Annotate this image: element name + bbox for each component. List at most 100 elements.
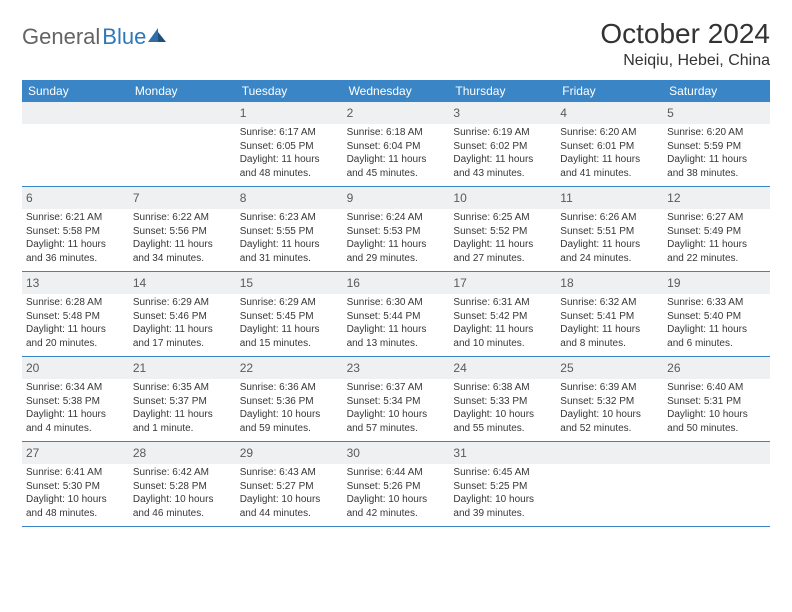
- sunset-text: Sunset: 5:46 PM: [133, 310, 232, 324]
- daylight-text: Daylight: 10 hours and 42 minutes.: [347, 493, 446, 520]
- day-cell: 24Sunrise: 6:38 AMSunset: 5:33 PMDayligh…: [449, 357, 556, 441]
- sunrise-text: Sunrise: 6:23 AM: [240, 211, 339, 225]
- day-cell: 18Sunrise: 6:32 AMSunset: 5:41 PMDayligh…: [556, 272, 663, 356]
- sunset-text: Sunset: 5:49 PM: [667, 225, 766, 239]
- daylight-text: Daylight: 11 hours and 31 minutes.: [240, 238, 339, 265]
- sunrise-text: Sunrise: 6:30 AM: [347, 296, 446, 310]
- day-cell: 27 Sunrise: 6:41 AMSunset: 5:30 PMDayligh…: [22, 442, 129, 526]
- day-cell: 14Sunrise: 6:29 AMSunset: 5:46 PMDayligh…: [129, 272, 236, 356]
- daylight-text: Daylight: 10 hours and 59 minutes.: [240, 408, 339, 435]
- sunrise-text: Sunrise: 6:45 AM: [453, 466, 552, 480]
- daynum-row: .: [22, 102, 129, 124]
- daynum-row: 15: [236, 272, 343, 294]
- daynum-row: 26: [663, 357, 770, 379]
- daylight-text: Daylight: 11 hours and 45 minutes.: [347, 153, 446, 180]
- day-number: 17: [453, 276, 466, 290]
- sunset-text: Sunset: 5:28 PM: [133, 480, 232, 494]
- daynum-row: 21: [129, 357, 236, 379]
- sunrise-text: Sunrise: 6:25 AM: [453, 211, 552, 225]
- daynum-row: 24: [449, 357, 556, 379]
- day-cell: 29Sunrise: 6:43 AMSunset: 5:27 PMDayligh…: [236, 442, 343, 526]
- sunset-text: Sunset: 5:33 PM: [453, 395, 552, 409]
- sunset-text: Sunset: 6:01 PM: [560, 140, 659, 154]
- weekday-header: Sunday Monday Tuesday Wednesday Thursday…: [22, 80, 770, 102]
- sunrise-text: Sunrise: 6:29 AM: [240, 296, 339, 310]
- daynum-row: 10: [449, 187, 556, 209]
- sunrise-text: Sunrise: 6:38 AM: [453, 381, 552, 395]
- day-number: 20: [26, 361, 39, 375]
- day-number: 1: [240, 106, 247, 120]
- day-cell: 2Sunrise: 6:18 AMSunset: 6:04 PMDaylight…: [343, 102, 450, 186]
- daynum-row: 16: [343, 272, 450, 294]
- daynum-row: 12: [663, 187, 770, 209]
- daynum-row: 9: [343, 187, 450, 209]
- daylight-text: Daylight: 11 hours and 1 minute.: [133, 408, 232, 435]
- day-number: 12: [667, 191, 680, 205]
- day-cell: 30Sunrise: 6:44 AMSunset: 5:26 PMDayligh…: [343, 442, 450, 526]
- day-number: 11: [560, 191, 572, 205]
- day-number: 23: [347, 361, 360, 375]
- daylight-text: Daylight: 11 hours and 34 minutes.: [133, 238, 232, 265]
- day-number: 19: [667, 276, 680, 290]
- day-cell: 26Sunrise: 6:40 AMSunset: 5:31 PMDayligh…: [663, 357, 770, 441]
- sunset-text: Sunset: 5:48 PM: [26, 310, 125, 324]
- day-cell: 10Sunrise: 6:25 AMSunset: 5:52 PMDayligh…: [449, 187, 556, 271]
- weekday-mon: Monday: [129, 80, 236, 102]
- sunset-text: Sunset: 5:37 PM: [133, 395, 232, 409]
- sunset-text: Sunset: 6:05 PM: [240, 140, 339, 154]
- daylight-text: Daylight: 11 hours and 24 minutes.: [560, 238, 659, 265]
- sunrise-text: Sunrise: 6:42 AM: [133, 466, 232, 480]
- sunset-text: Sunset: 5:41 PM: [560, 310, 659, 324]
- daynum-row: 1: [236, 102, 343, 124]
- daylight-text: Daylight: 11 hours and 15 minutes.: [240, 323, 339, 350]
- daynum-row: .: [663, 442, 770, 464]
- day-cell: 23Sunrise: 6:37 AMSunset: 5:34 PMDayligh…: [343, 357, 450, 441]
- day-cell: 5Sunrise: 6:20 AMSunset: 5:59 PMDaylight…: [663, 102, 770, 186]
- weeks-container: ..1Sunrise: 6:17 AMSunset: 6:05 PMDaylig…: [22, 102, 770, 527]
- day-cell: 8Sunrise: 6:23 AMSunset: 5:55 PMDaylight…: [236, 187, 343, 271]
- sunset-text: Sunset: 5:30 PM: [26, 480, 125, 494]
- day-cell: 31Sunrise: 6:45 AMSunset: 5:25 PMDayligh…: [449, 442, 556, 526]
- daylight-text: Daylight: 10 hours and 48 minutes.: [26, 493, 125, 520]
- weekday-wed: Wednesday: [343, 80, 450, 102]
- daynum-row: 27: [22, 442, 129, 464]
- sunrise-text: Sunrise: 6:35 AM: [133, 381, 232, 395]
- week-row: 13Sunrise: 6:28 AMSunset: 5:48 PMDayligh…: [22, 272, 770, 357]
- sail-icon: [146, 26, 168, 49]
- day-number: 25: [560, 361, 573, 375]
- sunrise-text: Sunrise: 6:41 AM: [26, 466, 125, 480]
- sunset-text: Sunset: 5:42 PM: [453, 310, 552, 324]
- daylight-text: Daylight: 11 hours and 38 minutes.: [667, 153, 766, 180]
- day-number: 16: [347, 276, 360, 290]
- day-cell: 16Sunrise: 6:30 AMSunset: 5:44 PMDayligh…: [343, 272, 450, 356]
- day-number: 28: [133, 446, 146, 460]
- daynum-row: 5: [663, 102, 770, 124]
- brand-text-gray: General: [22, 24, 100, 50]
- sunrise-text: Sunrise: 6:20 AM: [667, 126, 766, 140]
- daylight-text: Daylight: 11 hours and 17 minutes.: [133, 323, 232, 350]
- daynum-row: 18: [556, 272, 663, 294]
- sunrise-text: Sunrise: 6:26 AM: [560, 211, 659, 225]
- sunset-text: Sunset: 5:56 PM: [133, 225, 232, 239]
- sunset-text: Sunset: 5:38 PM: [26, 395, 125, 409]
- sunrise-text: Sunrise: 6:22 AM: [133, 211, 232, 225]
- weekday-fri: Friday: [556, 80, 663, 102]
- daynum-row: 7: [129, 187, 236, 209]
- day-cell: 6Sunrise: 6:21 AMSunset: 5:58 PMDaylight…: [22, 187, 129, 271]
- sunset-text: Sunset: 5:32 PM: [560, 395, 659, 409]
- weekday-sun: Sunday: [22, 80, 129, 102]
- daylight-text: Daylight: 11 hours and 6 minutes.: [667, 323, 766, 350]
- sunset-text: Sunset: 5:34 PM: [347, 395, 446, 409]
- day-number: 26: [667, 361, 680, 375]
- day-number: 24: [453, 361, 466, 375]
- sunrise-text: Sunrise: 6:29 AM: [133, 296, 232, 310]
- day-number: 3: [453, 106, 460, 120]
- day-cell: 19Sunrise: 6:33 AMSunset: 5:40 PMDayligh…: [663, 272, 770, 356]
- daylight-text: Daylight: 10 hours and 46 minutes.: [133, 493, 232, 520]
- sunset-text: Sunset: 5:40 PM: [667, 310, 766, 324]
- sunset-text: Sunset: 5:52 PM: [453, 225, 552, 239]
- day-number: 2: [347, 106, 354, 120]
- daynum-row: 25: [556, 357, 663, 379]
- daynum-row: 13: [22, 272, 129, 294]
- sunrise-text: Sunrise: 6:31 AM: [453, 296, 552, 310]
